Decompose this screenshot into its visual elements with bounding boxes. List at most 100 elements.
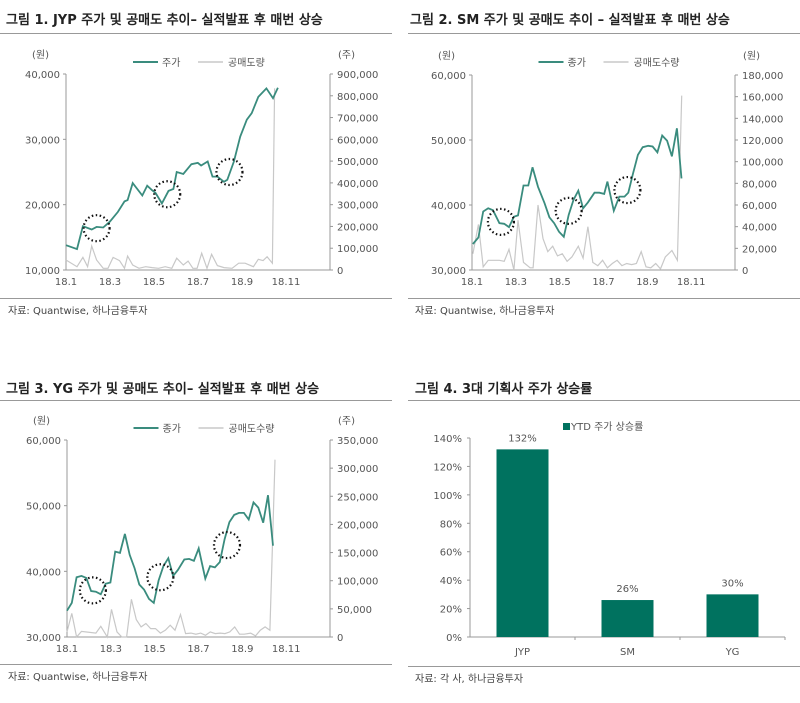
y-tick-label: 30,000 <box>26 633 61 644</box>
x-tick-label: 18.9 <box>636 277 658 288</box>
x-tick-label: 18.1 <box>55 277 77 288</box>
y2-tick-label: 50,000 <box>337 605 372 616</box>
legend-swatch <box>563 423 570 430</box>
y2-tick-label: 100,000 <box>337 577 378 588</box>
y-tick-label: 60,000 <box>431 71 466 82</box>
right-axis-unit: (주) <box>338 50 355 61</box>
divider <box>0 298 392 299</box>
legend-price-label: 종가 <box>163 423 181 435</box>
x-tick-label: 18.1 <box>461 277 483 288</box>
left-axis-unit: (원) <box>32 49 49 61</box>
y2-tick-label: 60,000 <box>742 201 777 212</box>
y-tick-label: 60,000 <box>26 436 61 447</box>
x-tick-label: 18.3 <box>99 277 121 288</box>
x-tick-label: 18.9 <box>231 277 253 288</box>
y2-tick-label: 40,000 <box>742 223 777 234</box>
x-tick-label: 18.9 <box>231 644 253 655</box>
y2-tick-label: 100,000 <box>742 158 783 169</box>
price-line <box>65 86 279 251</box>
x-tick-label: 18.11 <box>272 277 301 288</box>
bar-sm <box>601 600 654 637</box>
figure-1-source: 자료: Quantwise, 하나금융투자 <box>8 306 148 317</box>
y-tick-label: 40,000 <box>26 567 61 578</box>
highlight-circle <box>215 157 244 187</box>
legend-label: YTD 주가 상승률 <box>570 421 643 433</box>
y-tick-label: 140% <box>433 434 462 445</box>
left-axis-unit: (원) <box>33 415 50 427</box>
y2-tick-label: 140,000 <box>742 114 783 125</box>
y-tick-label: 20,000 <box>25 201 60 212</box>
right-axis-unit: (주) <box>338 416 355 427</box>
y2-tick-label: 350,000 <box>337 436 378 447</box>
price-line <box>66 495 274 612</box>
y2-tick-label: 120,000 <box>742 136 783 147</box>
y-tick-label: 10,000 <box>25 266 60 277</box>
x-tick-label: 18.3 <box>100 644 122 655</box>
x-tick-label: 18.3 <box>505 277 527 288</box>
x-tick-label: YG <box>725 647 740 658</box>
y2-tick-label: 500,000 <box>337 157 378 168</box>
y-tick-label: 0% <box>446 633 462 644</box>
y2-tick-label: 160,000 <box>742 93 783 104</box>
short-volume-line <box>472 95 683 271</box>
bar-yg <box>706 594 759 637</box>
data-label: 30% <box>721 578 743 589</box>
y2-tick-label: 250,000 <box>337 492 378 503</box>
y2-tick-label: 600,000 <box>337 135 378 146</box>
divider <box>408 666 800 667</box>
x-tick-label: 18.7 <box>187 277 209 288</box>
highlight-circle <box>613 175 642 205</box>
x-tick-label: 18.11 <box>272 644 301 655</box>
divider <box>408 33 800 34</box>
y2-tick-label: 80,000 <box>742 179 777 190</box>
x-tick-label: 18.7 <box>187 644 209 655</box>
legend-short-label: 공매도수량 <box>634 57 680 69</box>
y2-tick-label: 300,000 <box>337 464 378 475</box>
x-tick-label: SM <box>620 647 635 658</box>
y2-tick-label: 0 <box>337 266 343 277</box>
y2-tick-label: 900,000 <box>337 70 378 81</box>
y-tick-label: 50,000 <box>26 502 61 513</box>
y-tick-label: 20% <box>440 605 462 616</box>
y-tick-label: 40% <box>440 576 462 587</box>
bar-jyp <box>496 449 549 637</box>
figure-3-source: 자료: Quantwise, 하나금융투자 <box>8 672 148 683</box>
x-tick-label: 18.5 <box>143 277 165 288</box>
divider <box>408 298 800 299</box>
y-tick-label: 40,000 <box>25 70 60 81</box>
legend-short-label: 공매도량 <box>228 57 265 69</box>
legend-short-label: 공매도수량 <box>229 423 275 435</box>
figure-4-source: 자료: 각 사, 하나금융투자 <box>415 674 524 685</box>
price-line <box>472 128 683 245</box>
highlight-circle <box>78 576 107 605</box>
y2-tick-label: 300,000 <box>337 201 378 212</box>
legend-price-label: 주가 <box>162 57 180 69</box>
left-axis-unit: (원) <box>438 50 455 62</box>
highlight-circle <box>554 196 583 225</box>
short-volume-line <box>65 88 276 271</box>
x-tick-label: 18.5 <box>144 644 166 655</box>
y2-tick-label: 0 <box>742 266 748 277</box>
y2-tick-label: 800,000 <box>337 92 378 103</box>
divider <box>0 400 392 401</box>
highlight-circle <box>486 207 516 236</box>
figure-2-title: 그림 2. SM 주가 및 공매도 추이 – 실적발표 후 매번 상승 <box>410 13 730 28</box>
y2-tick-label: 200,000 <box>337 520 378 531</box>
divider <box>0 664 392 665</box>
divider <box>0 33 392 34</box>
x-tick-label: JYP <box>514 647 530 658</box>
y2-tick-label: 150,000 <box>337 549 378 560</box>
y2-tick-label: 20,000 <box>742 244 777 255</box>
highlight-circle <box>82 214 111 243</box>
legend-price-label: 종가 <box>568 57 586 69</box>
y-tick-label: 60% <box>440 548 462 559</box>
y2-tick-label: 700,000 <box>337 114 378 125</box>
y-tick-label: 30,000 <box>431 266 466 277</box>
y2-tick-label: 400,000 <box>337 179 378 190</box>
right-axis-unit: (원) <box>743 50 760 62</box>
x-tick-label: 18.1 <box>56 644 78 655</box>
y-tick-label: 120% <box>433 462 462 473</box>
y2-tick-label: 180,000 <box>742 71 783 82</box>
x-tick-label: 18.5 <box>549 277 571 288</box>
figure-3-title: 그림 3. YG 주가 및 공매도 추이– 실적발표 후 매번 상승 <box>6 382 320 397</box>
